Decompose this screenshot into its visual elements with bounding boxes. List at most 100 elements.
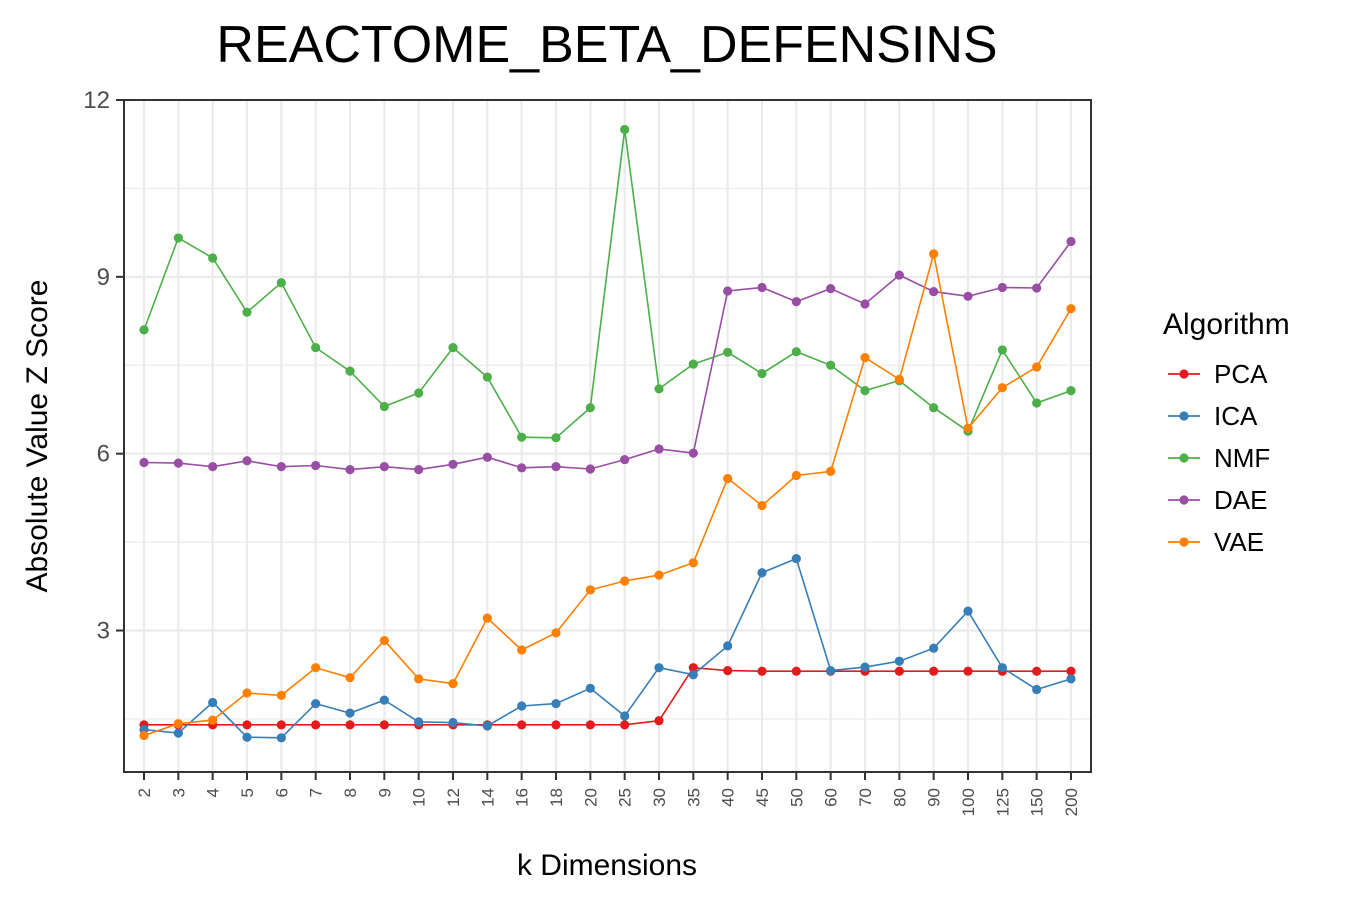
x-tick-label: 3 [169, 788, 188, 797]
data-point-pca [963, 666, 973, 676]
data-point-dae [894, 270, 904, 280]
legend: Algorithm PCA ICA NMF DAE VAE [1163, 308, 1290, 557]
chart-title: REACTOME_BETA_DEFENSINS [216, 16, 997, 74]
data-point-dae [208, 462, 218, 472]
data-point-pca [1066, 666, 1076, 676]
x-tick-label: 14 [478, 788, 497, 807]
data-point-dae [688, 448, 698, 458]
x-tick-label: 60 [822, 788, 841, 807]
data-point-nmf [173, 233, 183, 243]
x-tick-label: 25 [616, 788, 635, 807]
series-line-nmf [143, 129, 1072, 439]
x-tick-label: 10 [410, 788, 429, 807]
series-dae [139, 236, 1076, 475]
legend-item-dae: DAE [1168, 485, 1267, 515]
data-point-dae [311, 460, 321, 471]
data-point-dae [791, 297, 801, 307]
data-point-ica [826, 666, 836, 676]
data-point-nmf [585, 403, 595, 413]
x-tick-label: 50 [787, 788, 806, 807]
data-point-dae [517, 463, 527, 473]
data-point-dae [276, 462, 286, 472]
data-point-vae [242, 688, 252, 698]
data-point-pca [379, 720, 389, 730]
data-point-ica [791, 554, 801, 564]
series-line-pca [144, 666, 1071, 726]
data-point-nmf [345, 366, 355, 376]
legend-label: VAE [1214, 527, 1264, 557]
data-point-vae [654, 570, 664, 580]
data-point-vae [723, 473, 733, 484]
data-point-nmf [791, 347, 801, 357]
x-tick-label: 16 [513, 788, 532, 807]
grid [124, 98, 1091, 772]
data-point-pca [894, 666, 904, 676]
data-point-ica [894, 656, 904, 666]
data-point-vae [482, 613, 492, 623]
data-point-dae [242, 456, 252, 466]
data-point-ica [688, 670, 698, 680]
x-tick-label: 100 [959, 788, 978, 816]
data-point-nmf [688, 359, 698, 369]
x-tick-label: 20 [581, 788, 600, 807]
x-tick-label: 40 [719, 788, 738, 807]
legend-key-point [1179, 453, 1189, 463]
data-point-dae [585, 464, 595, 474]
data-point-ica [482, 721, 492, 731]
data-point-nmf [620, 124, 630, 135]
data-point-dae [448, 459, 458, 469]
legend-key-point [1179, 537, 1189, 547]
x-tick-label: 70 [856, 788, 875, 807]
data-point-vae [894, 374, 904, 385]
legend-title: Algorithm [1163, 308, 1290, 341]
data-point-vae [208, 715, 218, 725]
series-ica [139, 554, 1076, 743]
legend-key-point [1179, 369, 1189, 379]
data-point-pca [345, 720, 355, 730]
data-point-nmf [517, 432, 527, 442]
legend-key-point [1179, 411, 1189, 421]
x-tick-label: 125 [993, 788, 1012, 816]
data-point-ica [963, 606, 973, 616]
series-line-dae [143, 241, 1072, 471]
data-point-nmf [723, 347, 733, 357]
x-tick-label: 7 [307, 788, 326, 797]
data-point-nmf [482, 372, 492, 382]
y-tick-label: 9 [97, 264, 110, 291]
legend-item-ica: ICA [1168, 401, 1258, 431]
x-tick-label: 6 [272, 788, 291, 797]
data-point-pca [551, 720, 561, 730]
data-point-vae [448, 678, 458, 689]
x-tick-label: 9 [375, 788, 394, 797]
data-point-vae [1066, 304, 1076, 314]
data-point-vae [551, 628, 561, 638]
x-tick-label: 150 [1028, 788, 1047, 816]
data-point-pca [242, 720, 252, 730]
y-tick-label: 12 [83, 87, 110, 114]
data-point-vae [757, 500, 767, 511]
data-point-ica [1066, 674, 1076, 684]
data-point-vae [414, 674, 424, 684]
data-point-vae [929, 249, 939, 259]
data-point-vae [826, 466, 836, 476]
data-point-dae [963, 291, 973, 301]
data-point-vae [963, 423, 973, 433]
data-point-dae [482, 452, 492, 462]
data-point-nmf [757, 368, 767, 379]
data-point-vae [379, 635, 389, 646]
data-point-pca [757, 666, 767, 676]
x-tick-label: 35 [684, 788, 703, 807]
legend-item-nmf: NMF [1168, 443, 1270, 473]
legend-item-vae: VAE [1168, 527, 1264, 557]
x-tick-label: 8 [341, 788, 360, 797]
data-point-ica [997, 663, 1007, 673]
data-point-ica [551, 699, 561, 709]
data-point-vae [173, 719, 183, 729]
data-point-nmf [276, 278, 286, 288]
y-tick-label: 6 [97, 441, 110, 468]
series-line-vae [143, 253, 1072, 737]
data-point-vae [276, 690, 286, 700]
